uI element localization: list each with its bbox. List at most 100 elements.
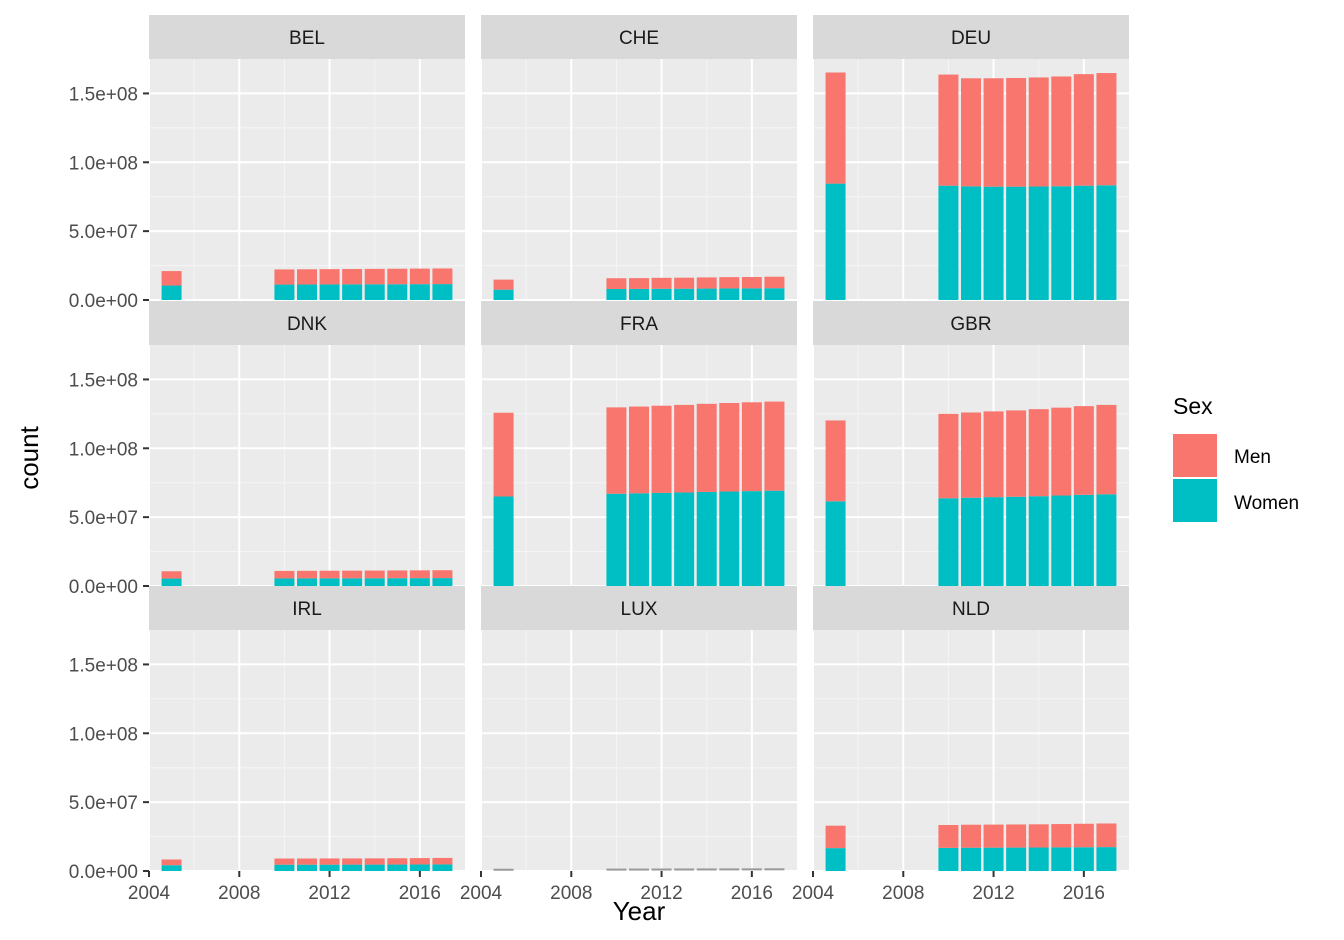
x-tick-label-lux-3: 2016: [731, 883, 773, 904]
bar-gbr-2016-men: [1073, 406, 1094, 495]
x-tick-label-lux-1: 2008: [550, 883, 592, 904]
bar-dnk-2015-men: [387, 570, 408, 579]
plot-background-dnk: [149, 345, 465, 586]
bar-irl-2012-women: [319, 864, 340, 871]
x-tick-label-nld-0: 2004: [792, 883, 835, 904]
bar-irl-2013-women: [342, 864, 363, 871]
bar-dnk-2005-men: [161, 571, 182, 579]
bar-dnk-2012-women: [319, 578, 340, 586]
y-axes: 0.0e+00 5.0e+07 1.0e+08 1.5e+08 0.0e+00 5.0e+…: [69, 84, 149, 883]
bar-irl-2010-men: [274, 858, 295, 865]
bar-deu-2012-women: [983, 186, 1004, 300]
plot-background-che: [481, 59, 797, 300]
bar-gbr-2010-men: [938, 413, 959, 499]
bar-dnk-2015-women: [387, 578, 408, 586]
bar-fra-2010-women: [606, 493, 627, 586]
bar-bel-2017-women: [432, 284, 453, 300]
panel-fra: FRA: [480, 301, 797, 587]
x-tick-label-lux-2: 2012: [640, 883, 682, 904]
bar-irl-2014-men: [364, 858, 385, 865]
bar-bel-2017-men: [432, 268, 453, 285]
bar-bel-2014-women: [364, 284, 385, 300]
bar-gbr-2015-women: [1051, 495, 1072, 586]
bar-che-2005-women: [493, 289, 514, 300]
bar-gbr-2017-men: [1096, 404, 1117, 495]
y-tick-label-bel-1: 5.0e+07: [69, 222, 138, 243]
bar-nld-2014-women: [1028, 847, 1049, 871]
strip-irl: [149, 586, 465, 630]
bar-dnk-2011-men: [297, 570, 317, 579]
bar-bel-2014-men: [364, 268, 385, 285]
bar-irl-2012-men: [319, 858, 340, 865]
x-tick-label-irl-1: 2008: [218, 883, 260, 904]
bar-deu-2011-women: [961, 186, 981, 300]
bar-nld-2005-women: [825, 848, 846, 871]
bar-bel-2013-women: [342, 284, 363, 300]
bar-gbr-2011-men: [961, 412, 981, 498]
bar-gbr-2014-men: [1028, 409, 1049, 497]
strip-fra: [481, 301, 797, 345]
legend-label-women: Women: [1234, 493, 1299, 514]
bar-fra-2016-women: [741, 491, 762, 586]
panel-lux: LUX: [480, 586, 797, 872]
bar-irl-2010-women: [274, 864, 295, 871]
x-axes: 2004 2008 2012 2016 2004 2008 2012 2016 2004 2008…: [128, 871, 1105, 904]
y-tick-label-bel-3: 1.5e+08: [69, 84, 138, 105]
strip-label-lux: LUX: [621, 599, 658, 620]
bar-bel-2005-women: [161, 285, 182, 300]
strip-dnk: [149, 301, 465, 345]
bar-fra-2016-men: [741, 402, 762, 492]
bar-nld-2012-men: [983, 824, 1004, 848]
bar-deu-2013-women: [1006, 186, 1027, 300]
bar-nld-2015-women: [1051, 847, 1072, 871]
panels: BEL CHE DEU DNK FRA GBR IRL LUX NLD: [148, 15, 1129, 872]
bar-bel-2016-women: [409, 284, 430, 300]
bar-fra-2013-women: [674, 492, 695, 586]
bar-bel-2015-men: [387, 268, 408, 285]
bar-nld-2005-men: [825, 825, 846, 849]
x-axis-title: Year: [613, 896, 666, 926]
bar-nld-2011-men: [961, 824, 981, 848]
strip-lux: [481, 586, 797, 630]
x-tick-label-nld-1: 2008: [882, 883, 924, 904]
y-tick-label-bel-0: 0.0e+00: [69, 291, 138, 312]
bar-bel-2011-men: [297, 269, 317, 285]
bar-lux-2016-total: [741, 868, 762, 871]
bar-irl-2015-women: [387, 864, 408, 871]
strip-bel: [149, 15, 465, 59]
bar-fra-2011-women: [629, 493, 649, 586]
bar-che-2012-men: [651, 277, 672, 289]
y-tick-label-dnk-2: 1.0e+08: [69, 439, 138, 460]
bar-nld-2013-men: [1006, 824, 1027, 848]
bar-gbr-2016-women: [1073, 494, 1094, 586]
strip-gbr: [813, 301, 1129, 345]
bar-lux-2011-total: [629, 868, 649, 871]
bar-che-2011-men: [629, 278, 649, 289]
panel-gbr: GBR: [812, 301, 1129, 587]
bar-gbr-2014-women: [1028, 496, 1049, 586]
bar-lux-2017-total: [764, 868, 785, 871]
bar-gbr-2005-men: [825, 420, 846, 502]
bar-fra-2015-women: [719, 491, 740, 586]
bar-irl-2011-men: [297, 858, 317, 865]
bar-nld-2017-men: [1096, 823, 1117, 848]
bar-che-2010-women: [606, 288, 627, 300]
bar-dnk-2013-men: [342, 570, 363, 579]
bar-irl-2015-men: [387, 858, 408, 865]
x-tick-label-nld-3: 2016: [1063, 883, 1105, 904]
bar-che-2017-men: [764, 276, 785, 289]
bar-irl-2014-women: [364, 864, 385, 871]
bar-bel-2013-men: [342, 269, 363, 285]
bar-lux-2010-total: [606, 868, 627, 871]
bar-fra-2014-men: [696, 403, 717, 492]
y-tick-label-dnk-1: 5.0e+07: [69, 508, 138, 529]
bar-deu-2011-men: [961, 78, 981, 187]
panel-deu: DEU: [812, 15, 1129, 301]
bar-gbr-2011-women: [961, 497, 981, 586]
bar-che-2014-women: [696, 288, 717, 300]
bar-deu-2013-men: [1006, 78, 1027, 187]
bar-bel-2010-men: [274, 269, 295, 285]
bar-lux-2014-total: [696, 868, 717, 871]
bar-fra-2012-men: [651, 405, 672, 493]
bar-che-2015-women: [719, 288, 740, 300]
